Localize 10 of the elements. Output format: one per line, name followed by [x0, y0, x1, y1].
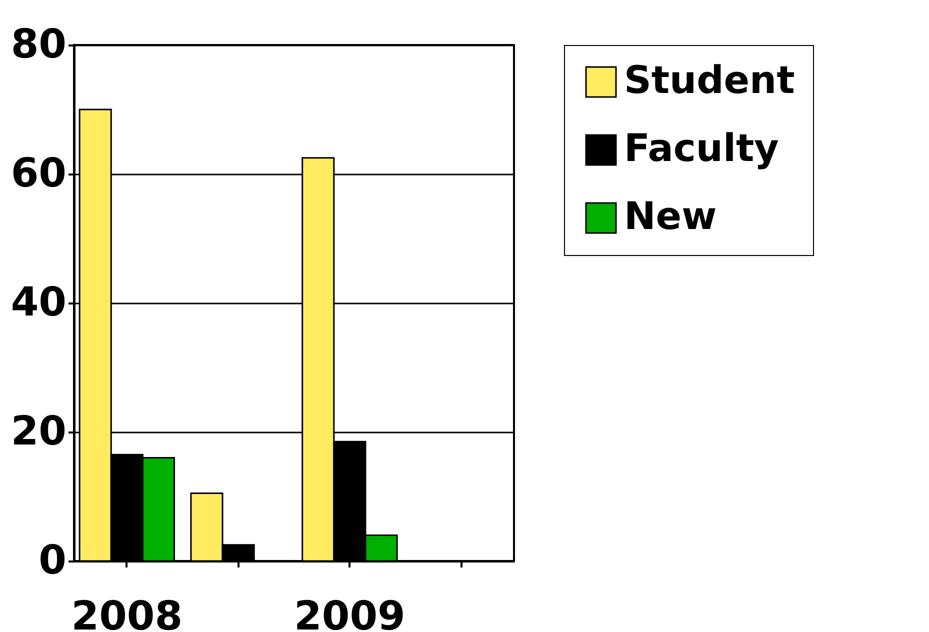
x-tick-label: 2008	[71, 594, 183, 632]
y-tick-label: 60	[10, 150, 66, 196]
legend-label: Faculty	[624, 126, 780, 170]
legend-label: New	[624, 194, 717, 238]
y-tick-label: 20	[10, 408, 66, 454]
y-tick-label: 40	[10, 280, 66, 326]
legend-label: Student	[624, 58, 795, 102]
y-tick-label: 0	[38, 538, 66, 584]
y-tick-label: 80	[10, 22, 66, 68]
x-tick-label: 2009	[294, 594, 406, 632]
